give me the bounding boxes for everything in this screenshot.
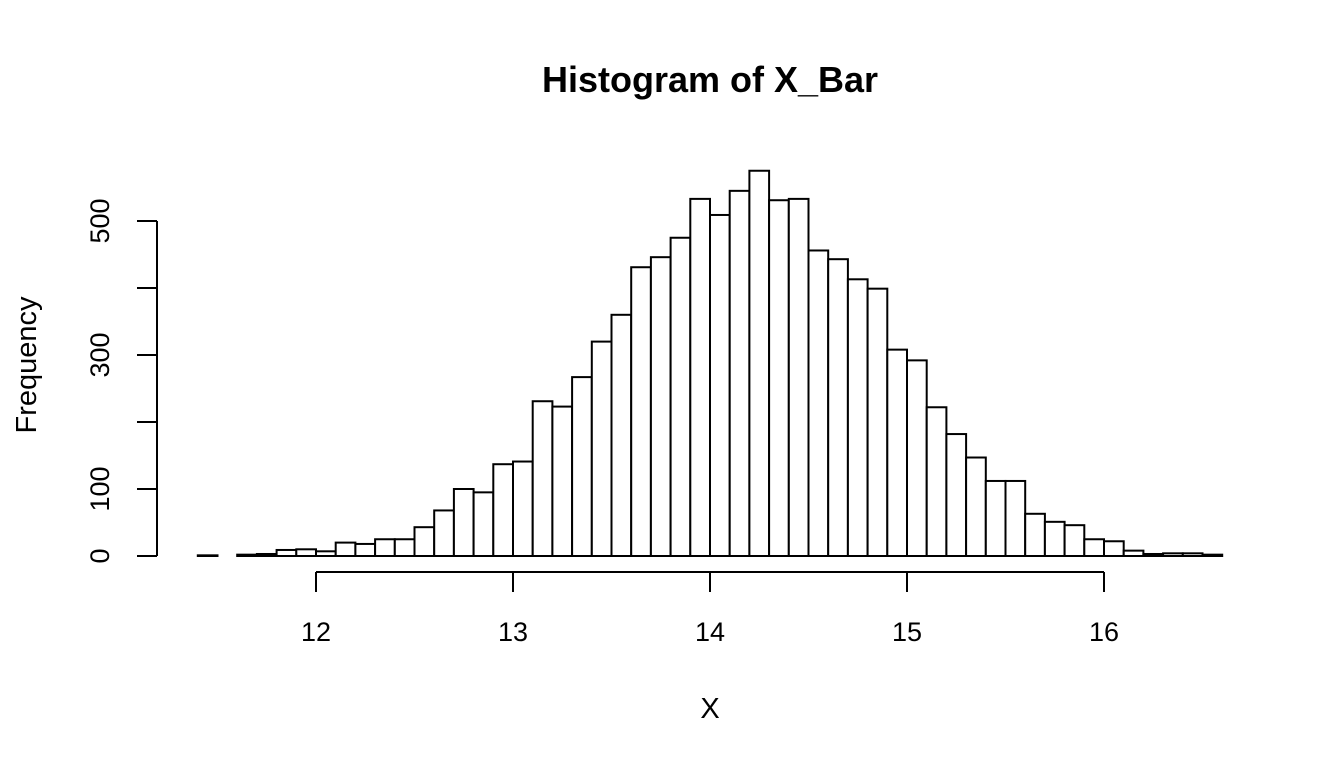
histogram-bar xyxy=(393,538,416,557)
y-axis: 0 100 300 500 xyxy=(85,198,158,564)
histogram-bar xyxy=(275,548,298,557)
histogram-bar xyxy=(1063,524,1086,557)
histogram-bar xyxy=(669,236,692,557)
chart-title: Histogram of X_Bar xyxy=(542,59,878,100)
histogram-bar xyxy=(807,249,830,557)
histogram-bar xyxy=(531,400,554,558)
histogram-bar xyxy=(413,526,436,558)
histogram-bar xyxy=(492,463,514,557)
histogram-bar xyxy=(1004,479,1027,557)
x-tick-label: 12 xyxy=(301,617,331,647)
histogram-bar xyxy=(630,266,652,557)
histogram-bar xyxy=(295,548,317,557)
histogram-bar xyxy=(709,213,731,557)
histogram-bar xyxy=(984,479,1007,557)
histogram-bar xyxy=(334,541,357,557)
histogram-bar xyxy=(452,488,475,557)
histogram-bar xyxy=(768,199,790,557)
y-axis-label: Frequency xyxy=(11,296,43,434)
bars xyxy=(196,169,1224,558)
histogram-bar xyxy=(1181,552,1204,558)
x-tick-label: 16 xyxy=(1089,617,1119,647)
histogram-bar xyxy=(748,169,771,557)
histogram-bar xyxy=(1142,552,1165,557)
histogram-bar xyxy=(315,550,337,557)
histogram-bar xyxy=(945,433,968,557)
histogram-bar xyxy=(787,197,810,557)
histogram-bar xyxy=(1162,552,1184,558)
histogram-bar xyxy=(1103,540,1125,558)
histogram-bar xyxy=(610,313,633,557)
histogram-bar xyxy=(906,359,928,557)
histogram-bar xyxy=(571,376,593,557)
histogram-bar xyxy=(551,405,574,557)
histogram-bar xyxy=(846,278,869,557)
y-tick-label: 100 xyxy=(85,466,115,511)
histogram-bar xyxy=(472,491,495,558)
histogram-bar xyxy=(1083,538,1106,557)
histogram-bar xyxy=(433,509,455,558)
histogram-bar xyxy=(827,258,849,557)
y-tick-label: 300 xyxy=(85,332,115,377)
histogram-bar xyxy=(689,197,711,557)
histogram-bar xyxy=(1043,520,1066,558)
x-tick-label: 15 xyxy=(892,617,922,647)
histogram-bar xyxy=(590,340,613,557)
histogram-bar xyxy=(236,553,258,557)
x-tick-label: 13 xyxy=(498,617,528,647)
histogram-bar xyxy=(965,456,987,558)
y-tick-label: 500 xyxy=(85,198,115,243)
histogram-bar xyxy=(354,542,377,558)
x-axis-label: X xyxy=(700,693,719,725)
histogram-bar xyxy=(1122,549,1145,558)
histogram-bar xyxy=(255,552,278,557)
histogram-bar xyxy=(649,256,672,557)
histogram-bar xyxy=(728,189,751,557)
x-axis: 12 13 14 15 16 xyxy=(301,571,1119,647)
histogram-bar xyxy=(374,538,396,557)
y-tick-label: 0 xyxy=(85,548,115,563)
histogram-bar xyxy=(196,554,219,558)
histogram-bar xyxy=(1024,512,1046,557)
histogram-bar xyxy=(1201,553,1224,557)
histogram-bar xyxy=(925,406,948,558)
histogram-bar xyxy=(866,287,889,557)
histogram-bar xyxy=(886,348,908,558)
histogram-bar xyxy=(512,460,534,557)
x-tick-label: 14 xyxy=(695,617,725,647)
